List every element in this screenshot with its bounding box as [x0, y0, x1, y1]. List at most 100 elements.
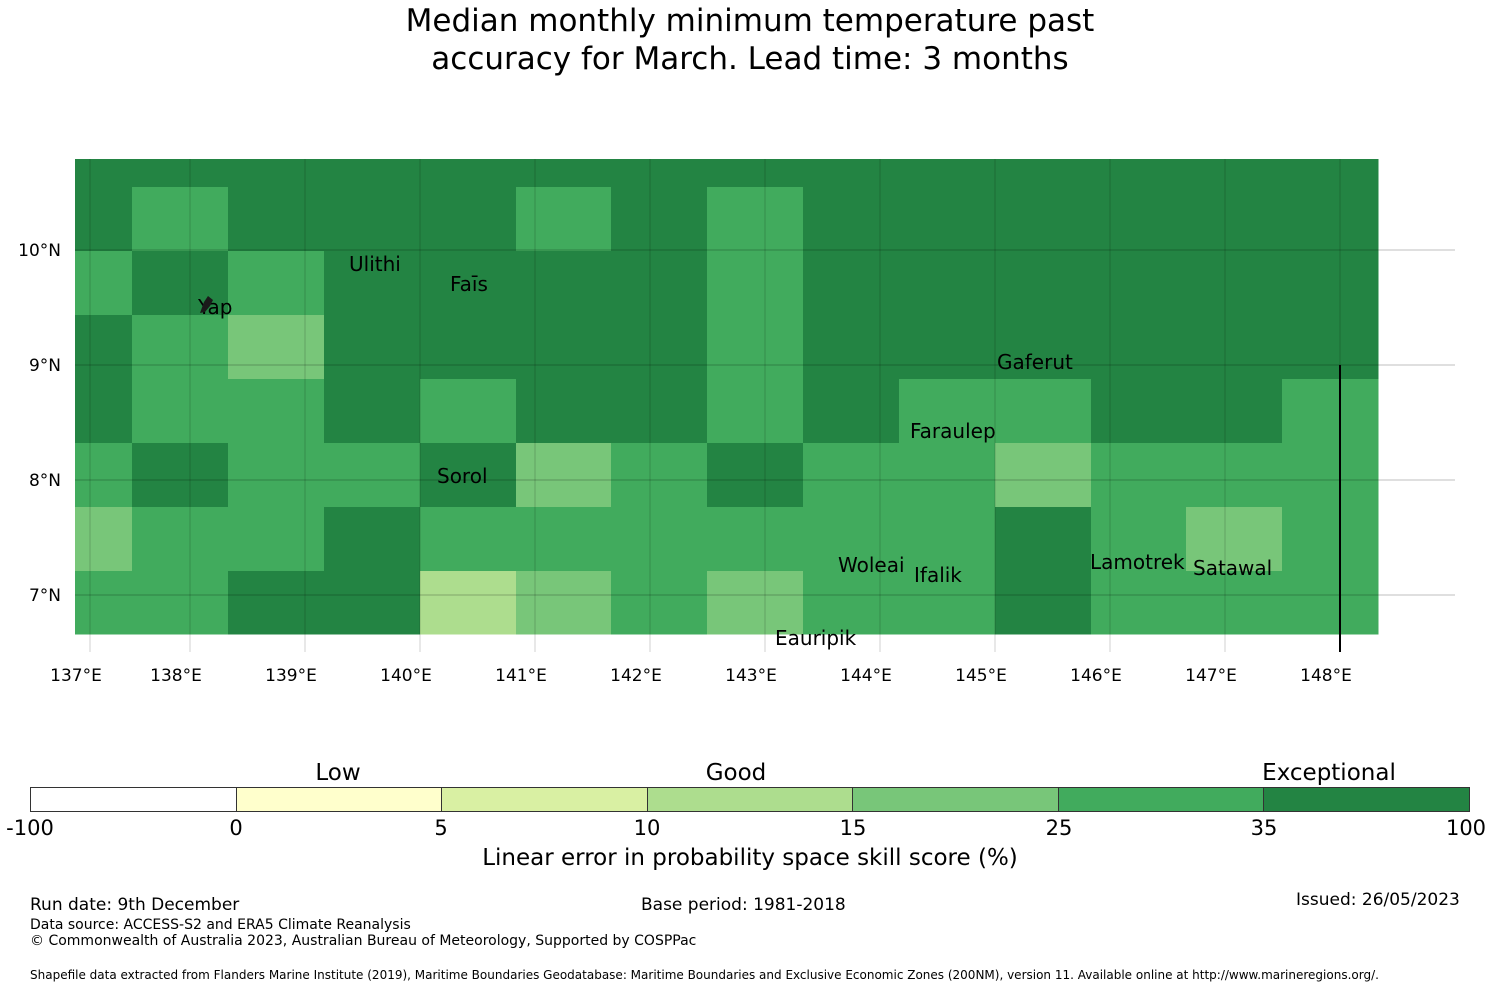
longitude-label: 142°E: [610, 666, 662, 686]
map-cell: [995, 315, 1092, 380]
map-cell: [803, 251, 900, 316]
map-cell: [611, 571, 708, 635]
longitude-labels: 137°E 138°E 139°E 140°E 141°E 142°E 143°E 144°E…: [50, 666, 1352, 686]
map-cell: [75, 379, 133, 444]
island-label: Woleai: [838, 553, 905, 577]
map-cell: [228, 507, 325, 572]
longitude-label: 139°E: [265, 666, 317, 686]
map-cell: [132, 251, 229, 316]
longitude-label: 143°E: [725, 666, 777, 686]
island-label: Eauripik: [775, 626, 857, 650]
colorbar-tick: 15: [839, 816, 867, 840]
map-cell: [228, 187, 325, 252]
map-cell: [1186, 443, 1283, 508]
map-cell: [1091, 443, 1187, 508]
map-cell: [1282, 251, 1379, 316]
map-cell: [75, 571, 133, 635]
colorbar-segment: [442, 788, 648, 811]
map-cell: [611, 251, 708, 316]
map-cell: [228, 443, 325, 508]
map-cell: [899, 315, 996, 380]
island-label: Faīs: [450, 272, 488, 296]
map-cell: [75, 187, 133, 252]
map-cell: [324, 315, 421, 380]
map-cell: [995, 159, 1092, 188]
map-cell: [228, 159, 325, 187]
map-cell: [228, 315, 325, 380]
map-cell: [899, 443, 996, 508]
map-cell: [707, 187, 804, 252]
map-cell: [75, 315, 133, 380]
island-label: Sorol: [437, 464, 488, 488]
map-cell: [803, 159, 900, 188]
map-cell: [1186, 315, 1283, 380]
map-cell: [75, 443, 133, 508]
map-cell: [324, 443, 421, 508]
map-gridlines: [75, 159, 1455, 652]
category-exceptional: Exceptional: [1262, 760, 1396, 786]
map-cell: [1091, 187, 1187, 252]
chart-title: Median monthly minimum temperature past …: [0, 2, 1500, 78]
map-cell: [611, 187, 708, 252]
title-line-2: accuracy for March. Lead time: 3 months: [431, 41, 1069, 77]
skill-map: 137°E 138°E 139°E 140°E 141°E 142°E 143°E 144°E…: [18, 159, 1455, 686]
map-cell: [1091, 315, 1187, 380]
island-label: Satawal: [1193, 556, 1272, 580]
longitude-label: 140°E: [380, 666, 432, 686]
longitude-label: 148°E: [1300, 666, 1352, 686]
map-cell: [132, 571, 229, 635]
issued-date: Issued: 26/05/2023: [1296, 890, 1460, 910]
map-cell: [995, 251, 1092, 316]
map-cell: [420, 251, 517, 316]
island-label: Ulithi: [349, 252, 401, 276]
map-cell: [420, 571, 517, 635]
latitude-label: 10°N: [18, 241, 61, 261]
map-cell: [1186, 507, 1283, 572]
map-cell: [803, 315, 900, 380]
map-cell: [995, 571, 1092, 635]
map-cell: [1282, 187, 1379, 252]
map-cell: [324, 571, 421, 635]
map-cell: [611, 379, 708, 444]
title-line-1: Median monthly minimum temperature past: [405, 3, 1095, 39]
map-cell: [516, 159, 612, 188]
map-cell: [611, 159, 708, 188]
map-cell: [1091, 159, 1187, 188]
longitude-label: 145°E: [955, 666, 1007, 686]
map-cell: [707, 379, 804, 444]
map-cell: [228, 379, 325, 444]
map-cell: [803, 443, 900, 508]
map-cell: [132, 315, 229, 380]
map-cell: [1186, 159, 1283, 188]
copyright: © Commonwealth of Australia 2023, Austra…: [30, 933, 697, 949]
map-cell: [516, 507, 612, 572]
map-cell: [516, 251, 612, 316]
map-cell: [995, 507, 1092, 572]
colorbar-segment: [1264, 788, 1470, 811]
map-cell: [228, 251, 325, 316]
map-cell: [707, 571, 804, 635]
map-cell: [707, 315, 804, 380]
map-cell: [420, 379, 517, 444]
map-cell: [803, 187, 900, 252]
map-cell: [75, 159, 133, 188]
map-cell: [707, 159, 804, 188]
colorbar-tick: 35: [1250, 816, 1278, 840]
map-cell: [803, 571, 900, 635]
category-low: Low: [315, 760, 361, 786]
category-good: Good: [705, 760, 767, 786]
map-cells: [75, 159, 1379, 635]
map-cell: [132, 187, 229, 252]
yap-island-shape: [200, 296, 213, 313]
map-cell: [516, 315, 612, 380]
map-cell: [420, 443, 517, 508]
latitude-label: 9°N: [29, 356, 61, 376]
map-cell: [1186, 187, 1283, 252]
map-cell: [132, 379, 229, 444]
map-cell: [1091, 251, 1187, 316]
colorbar-segment: [1058, 788, 1265, 811]
longitude-label: 137°E: [50, 666, 102, 686]
latitude-labels: 10°N 9°N 8°N 7°N: [18, 241, 61, 606]
colorbar-segment: [853, 788, 1059, 811]
data-source: Data source: ACCESS-S2 and ERA5 Climate …: [30, 917, 411, 933]
